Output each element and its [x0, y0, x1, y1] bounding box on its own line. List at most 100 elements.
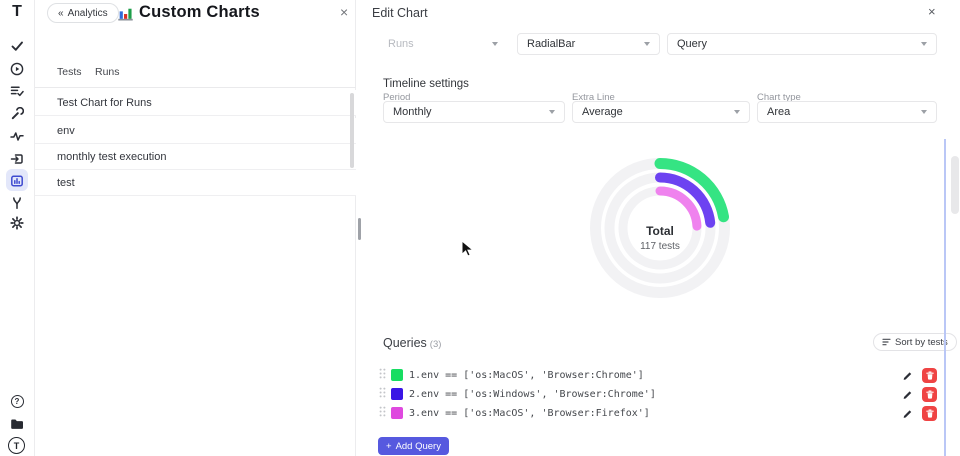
chart-list-item[interactable]: monthly test execution	[35, 144, 356, 170]
nav-import-icon[interactable]	[0, 151, 34, 167]
query-color-swatch	[391, 369, 403, 381]
app-sidebar: T ? T	[0, 0, 35, 456]
nav-plans-checklist-icon[interactable]	[0, 83, 34, 99]
query-code: 1.env == ['os:MacOS', 'Browser:Chrome']	[409, 370, 644, 381]
back-chevrons: «	[58, 7, 64, 19]
query-index: 3.	[409, 407, 422, 419]
sort-label: Sort by tests	[895, 336, 948, 348]
help-icon[interactable]: ?	[0, 393, 34, 409]
edit-chart-panel: Edit Chart × Runs RadialBar Query Timeli…	[364, 0, 960, 456]
panel-resize-handle[interactable]	[358, 218, 361, 240]
drag-handle-icon[interactable]	[379, 404, 386, 422]
user-avatar[interactable]: T	[8, 437, 25, 454]
query-code: 2.env == ['os:Windows', 'Browser:Chrome'…	[409, 389, 656, 400]
period-select-value: Monthly	[393, 106, 432, 118]
tab-tests[interactable]: Tests	[57, 66, 82, 78]
nav-activity-pulse-icon[interactable]	[0, 128, 34, 144]
avatar-letter: T	[13, 440, 20, 451]
close-panel-icon[interactable]: ×	[340, 4, 349, 20]
extra-line-label: Extra Line	[572, 92, 615, 103]
nav-branch-icon[interactable]	[0, 195, 34, 211]
chevron-down-icon	[921, 42, 927, 46]
panel-scroll-indicator	[944, 139, 946, 456]
chevron-down-icon	[921, 110, 927, 114]
drag-handle-icon[interactable]	[379, 366, 386, 384]
chart-total-label: Total	[646, 224, 674, 238]
edit-query-pencil-icon[interactable]	[902, 370, 913, 381]
nav-wrench-icon[interactable]	[0, 106, 34, 122]
chart-total-tests: 117 tests	[640, 241, 680, 252]
query-code: 3.env == ['os:MacOS', 'Browser:Firefox']	[409, 408, 650, 419]
add-query-button[interactable]: + Add Query	[378, 437, 449, 455]
help-glyph: ?	[14, 396, 20, 406]
drag-handle-icon[interactable]	[379, 385, 386, 403]
sort-icon	[882, 338, 891, 346]
delete-query-button[interactable]	[922, 405, 937, 421]
query-expression: env == ['os:MacOS', 'Browser:Chrome']	[421, 369, 644, 381]
data-mode-select[interactable]: Query	[667, 33, 937, 55]
extra-line-select-value: Average	[582, 106, 623, 118]
query-color-swatch	[391, 388, 403, 400]
query-row: 3.env == ['os:MacOS', 'Browser:Firefox']	[379, 405, 937, 421]
page-title: Custom Charts	[139, 3, 260, 21]
query-expression: env == ['os:MacOS', 'Browser:Firefox']	[421, 407, 650, 419]
source-select-value: Runs	[388, 38, 414, 50]
chevron-down-icon	[734, 110, 740, 114]
query-index: 1.	[409, 369, 422, 381]
query-row: 1.env == ['os:MacOS', 'Browser:Chrome']	[379, 367, 937, 383]
back-to-analytics-button[interactable]: « Analytics	[47, 3, 119, 23]
query-color-swatch	[391, 407, 403, 419]
add-query-label: Add Query	[395, 440, 441, 452]
nav-runs-play-icon[interactable]	[0, 61, 34, 77]
chart-list-item[interactable]: Test Chart for Runs	[35, 90, 356, 116]
timeline-settings-heading: Timeline settings	[383, 78, 469, 90]
trash-icon	[925, 389, 934, 399]
trash-icon	[925, 370, 934, 380]
nav-tests-check-icon[interactable]	[0, 38, 34, 54]
window-scrollbar-thumb[interactable]	[951, 156, 959, 214]
edit-query-pencil-icon[interactable]	[902, 389, 913, 400]
list-scrollbar-thumb[interactable]	[350, 93, 354, 168]
timeline-chart-type-select[interactable]: Area	[757, 101, 937, 123]
radialbar-rings	[590, 158, 730, 298]
chart-list-item[interactable]: test	[35, 170, 356, 196]
custom-charts-bars-icon	[117, 5, 134, 27]
close-edit-chart-icon[interactable]: ×	[928, 4, 936, 19]
nav-analytics-chart-icon[interactable]	[0, 173, 34, 189]
period-label: Period	[383, 92, 411, 103]
back-label: Analytics	[67, 7, 108, 19]
queries-count: (3)	[429, 339, 442, 350]
tabs-divider	[35, 87, 356, 88]
chart-type-select-value: RadialBar	[527, 38, 576, 50]
data-mode-select-value: Query	[677, 38, 707, 50]
tab-runs[interactable]: Runs	[95, 66, 120, 78]
chart-list-item[interactable]: env	[35, 118, 356, 144]
plus-icon: +	[386, 440, 392, 452]
extra-line-select[interactable]: Average	[572, 101, 750, 123]
chevron-down-icon	[549, 110, 555, 114]
chevron-down-icon	[492, 42, 498, 46]
period-select[interactable]: Monthly	[383, 101, 565, 123]
edit-chart-title: Edit Chart	[372, 6, 428, 20]
delete-query-button[interactable]	[922, 386, 937, 402]
docs-folder-icon[interactable]	[0, 416, 34, 432]
app-logo[interactable]: T	[12, 3, 22, 20]
source-select[interactable]: Runs	[378, 33, 508, 55]
nav-settings-gear-icon[interactable]	[0, 215, 34, 231]
query-expression: env == ['os:Windows', 'Browser:Chrome']	[421, 388, 656, 400]
chart-type-select[interactable]: RadialBar	[517, 33, 660, 55]
radialbar-chart: Total 117 tests	[560, 128, 760, 328]
chevron-down-icon	[644, 42, 650, 46]
trash-icon	[925, 408, 934, 418]
delete-query-button[interactable]	[922, 367, 937, 383]
edit-query-pencil-icon[interactable]	[902, 408, 913, 419]
chart-type-label: Chart type	[757, 92, 801, 103]
queries-heading: Queries (3)	[383, 336, 441, 350]
mouse-cursor	[461, 240, 474, 257]
timeline-chart-type-value: Area	[767, 106, 791, 118]
query-index: 2.	[409, 388, 422, 400]
custom-charts-panel: « Analytics Custom Charts × Tests Runs T…	[35, 0, 356, 456]
query-row: 2.env == ['os:Windows', 'Browser:Chrome'…	[379, 386, 937, 402]
sort-by-tests-button[interactable]: Sort by tests	[873, 333, 957, 351]
queries-heading-text: Queries	[383, 336, 427, 350]
